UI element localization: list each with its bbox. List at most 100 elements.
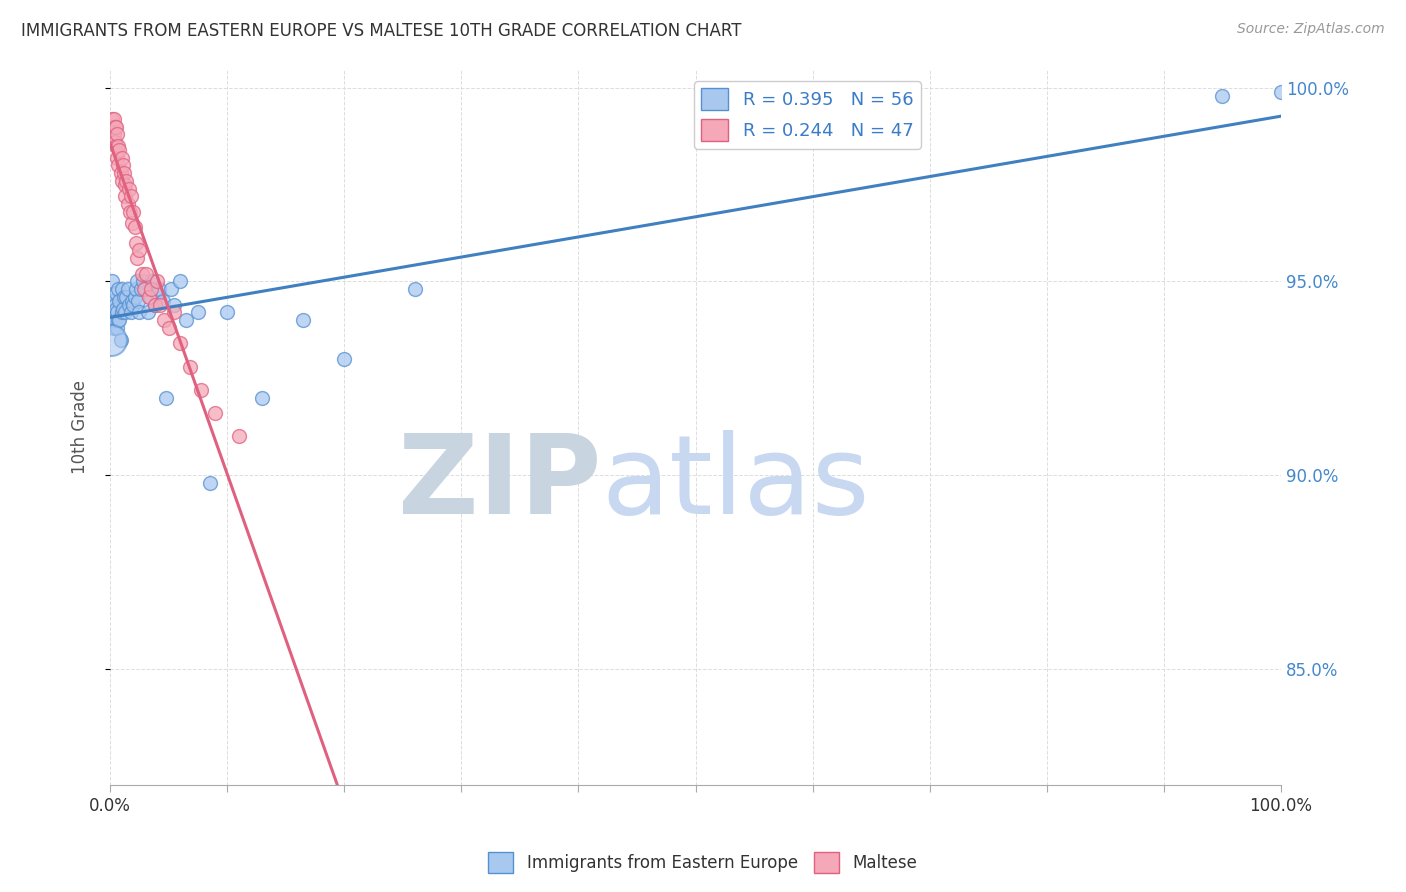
Point bbox=[104, 286, 127, 301]
Point bbox=[105, 128, 128, 142]
Point bbox=[132, 275, 155, 289]
Point bbox=[146, 286, 169, 301]
Point bbox=[115, 290, 138, 304]
Point bbox=[143, 298, 166, 312]
Point bbox=[141, 275, 163, 289]
Point bbox=[110, 166, 132, 180]
Point bbox=[103, 128, 125, 142]
Point bbox=[111, 158, 134, 172]
Legend: R = 0.395   N = 56, R = 0.244   N = 47: R = 0.395 N = 56, R = 0.244 N = 47 bbox=[695, 81, 921, 149]
Point bbox=[129, 282, 152, 296]
Point bbox=[101, 112, 124, 126]
Point bbox=[111, 174, 134, 188]
Point bbox=[111, 282, 134, 296]
Point bbox=[101, 275, 124, 289]
Point bbox=[134, 282, 156, 296]
Point bbox=[111, 301, 134, 316]
Point bbox=[125, 275, 148, 289]
Text: ZIP: ZIP bbox=[398, 431, 602, 538]
Point bbox=[105, 321, 128, 335]
Point bbox=[104, 313, 127, 327]
Point bbox=[101, 293, 124, 308]
Point bbox=[117, 282, 139, 296]
Point bbox=[107, 158, 129, 172]
Point bbox=[105, 305, 128, 319]
Point bbox=[125, 282, 148, 296]
Text: IMMIGRANTS FROM EASTERN EUROPE VS MALTESE 10TH GRADE CORRELATION CHART: IMMIGRANTS FROM EASTERN EUROPE VS MALTES… bbox=[21, 22, 741, 40]
Point bbox=[160, 282, 183, 296]
Point bbox=[139, 282, 162, 296]
Point bbox=[198, 475, 221, 490]
Point bbox=[104, 139, 127, 153]
Point bbox=[169, 336, 191, 351]
Point bbox=[104, 135, 127, 149]
Point bbox=[107, 282, 129, 296]
Point bbox=[114, 189, 136, 203]
Point bbox=[125, 251, 148, 265]
Point bbox=[107, 313, 129, 327]
Point bbox=[228, 429, 250, 443]
Point bbox=[127, 293, 149, 308]
Point bbox=[292, 313, 315, 327]
Point bbox=[122, 298, 145, 312]
Point bbox=[333, 351, 356, 366]
Point bbox=[118, 181, 141, 195]
Point bbox=[138, 290, 160, 304]
Point bbox=[155, 391, 177, 405]
Point bbox=[131, 267, 153, 281]
Point bbox=[124, 220, 146, 235]
Point bbox=[124, 290, 146, 304]
Point bbox=[146, 275, 169, 289]
Point bbox=[104, 301, 127, 316]
Point bbox=[101, 120, 124, 134]
Point bbox=[128, 305, 150, 319]
Point bbox=[1211, 88, 1233, 103]
Point bbox=[122, 204, 145, 219]
Point bbox=[121, 293, 143, 308]
Point bbox=[103, 321, 125, 335]
Point bbox=[404, 282, 426, 296]
Point bbox=[107, 139, 129, 153]
Point bbox=[112, 166, 135, 180]
Point bbox=[100, 333, 122, 347]
Point bbox=[120, 189, 142, 203]
Text: Source: ZipAtlas.com: Source: ZipAtlas.com bbox=[1237, 22, 1385, 37]
Point bbox=[149, 298, 172, 312]
Point bbox=[252, 391, 274, 405]
Point bbox=[204, 406, 226, 420]
Point bbox=[135, 267, 157, 281]
Point bbox=[108, 293, 131, 308]
Text: atlas: atlas bbox=[602, 431, 870, 538]
Point bbox=[187, 305, 209, 319]
Point bbox=[103, 305, 125, 319]
Point bbox=[111, 151, 134, 165]
Point bbox=[136, 305, 159, 319]
Point bbox=[118, 298, 141, 312]
Point bbox=[148, 282, 170, 296]
Point bbox=[174, 313, 197, 327]
Point bbox=[115, 174, 138, 188]
Point bbox=[179, 359, 201, 374]
Point bbox=[190, 383, 212, 397]
Point bbox=[108, 143, 131, 157]
Point bbox=[143, 298, 166, 312]
Point bbox=[157, 321, 180, 335]
Point bbox=[152, 293, 174, 308]
Point bbox=[125, 235, 148, 250]
Point bbox=[128, 244, 150, 258]
Point bbox=[112, 290, 135, 304]
Point bbox=[105, 151, 128, 165]
Point bbox=[103, 112, 125, 126]
Point bbox=[114, 305, 136, 319]
Point bbox=[110, 333, 132, 347]
Point bbox=[114, 178, 136, 192]
Point bbox=[111, 305, 134, 319]
Point bbox=[104, 120, 127, 134]
Point bbox=[104, 298, 127, 312]
Point bbox=[118, 204, 141, 219]
Point bbox=[104, 120, 127, 134]
Point bbox=[108, 313, 131, 327]
Y-axis label: 10th Grade: 10th Grade bbox=[72, 380, 89, 474]
Point bbox=[120, 305, 142, 319]
Point bbox=[217, 305, 239, 319]
